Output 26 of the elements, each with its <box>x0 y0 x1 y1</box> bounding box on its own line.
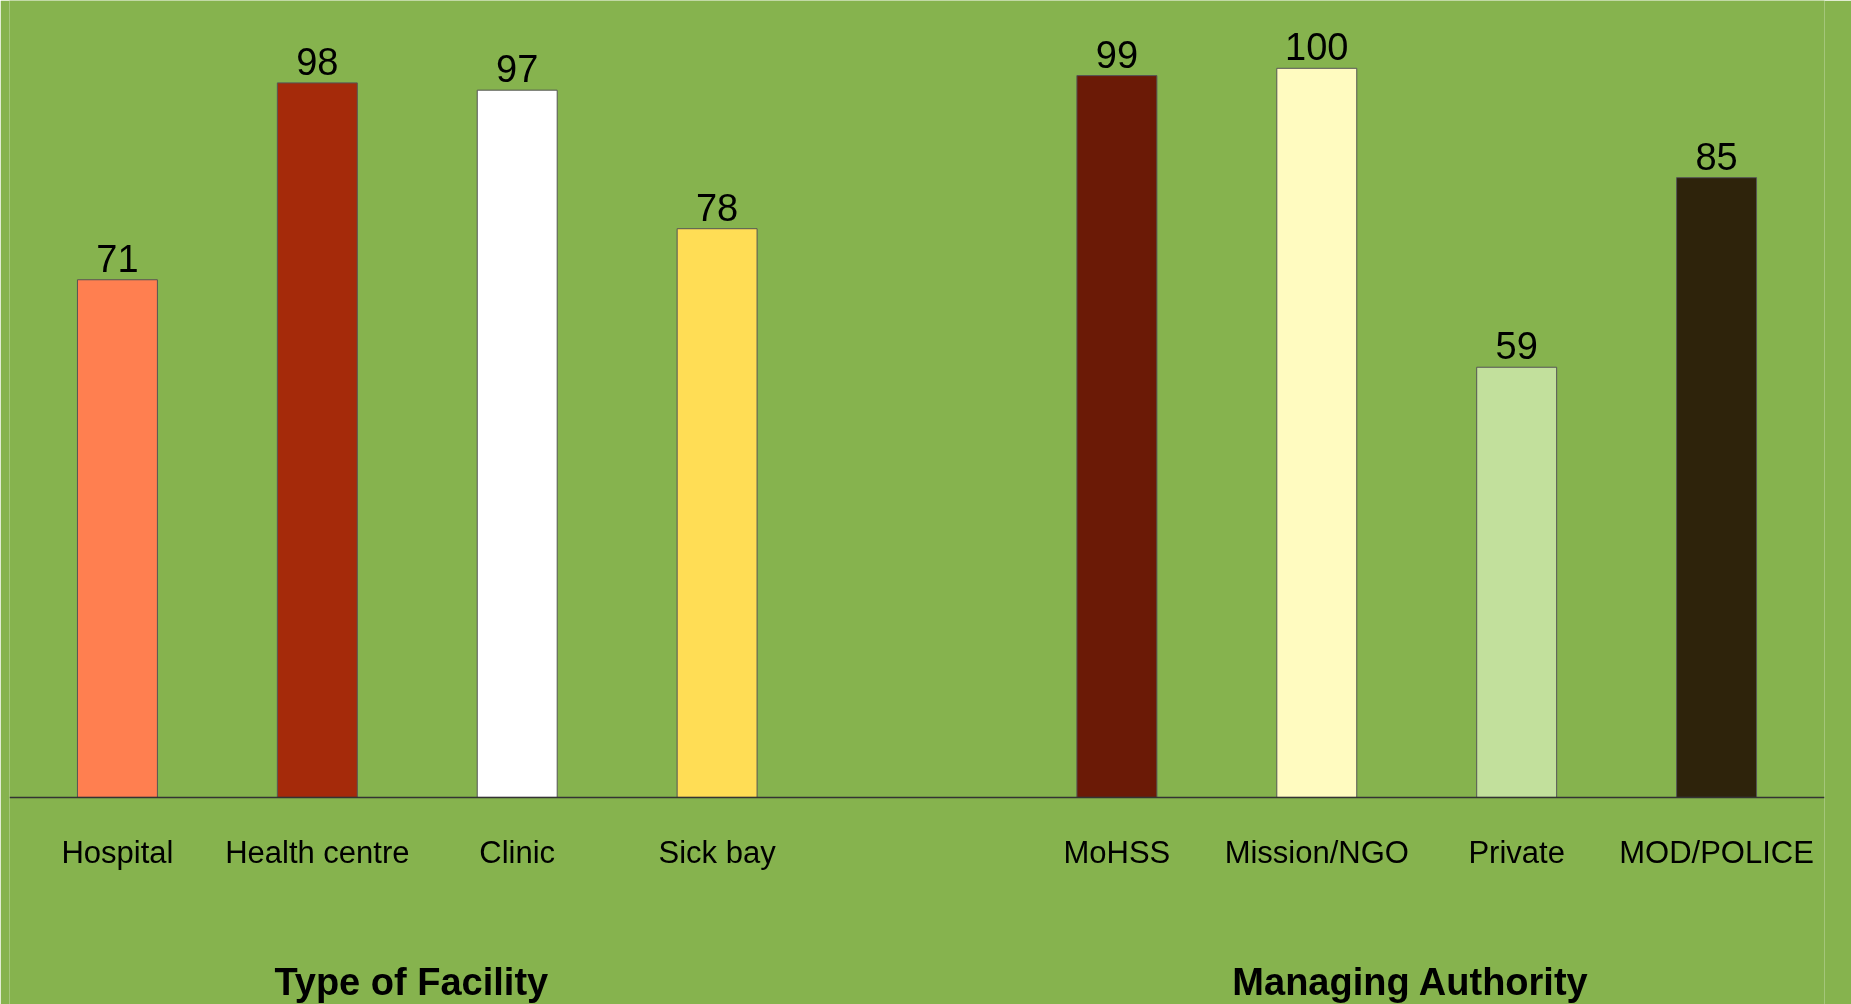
data-label: 100 <box>1285 26 1349 69</box>
bar <box>1276 67 1358 798</box>
bar <box>1476 366 1558 798</box>
x-tick-label: Private <box>1468 834 1565 870</box>
bar <box>76 279 158 798</box>
data-label: 85 <box>1695 135 1738 178</box>
x-tick-label: Hospital <box>61 834 174 870</box>
x-tick-label: Mission/NGO <box>1224 834 1409 870</box>
bar <box>1676 177 1758 798</box>
data-label: 99 <box>1095 33 1139 76</box>
data-label: 71 <box>96 237 139 280</box>
bar <box>476 89 558 798</box>
x-tick-label: MOD/POLICE <box>1619 834 1814 870</box>
text: Type of Facility <box>274 961 549 1004</box>
x-tick-label: Health centre <box>225 834 410 870</box>
data-label: 97 <box>496 48 539 91</box>
text: Managing Authority <box>1232 961 1588 1004</box>
x-tick-label: Clinic <box>479 834 556 870</box>
bar <box>276 82 358 798</box>
bar <box>676 228 758 798</box>
bar <box>1076 75 1158 798</box>
x-tick-label: Sick bay <box>658 834 777 870</box>
data-label: 59 <box>1495 325 1538 368</box>
data-label: 78 <box>695 186 739 229</box>
data-label: 98 <box>296 40 339 83</box>
x-tick-label: MoHSS <box>1063 834 1171 870</box>
